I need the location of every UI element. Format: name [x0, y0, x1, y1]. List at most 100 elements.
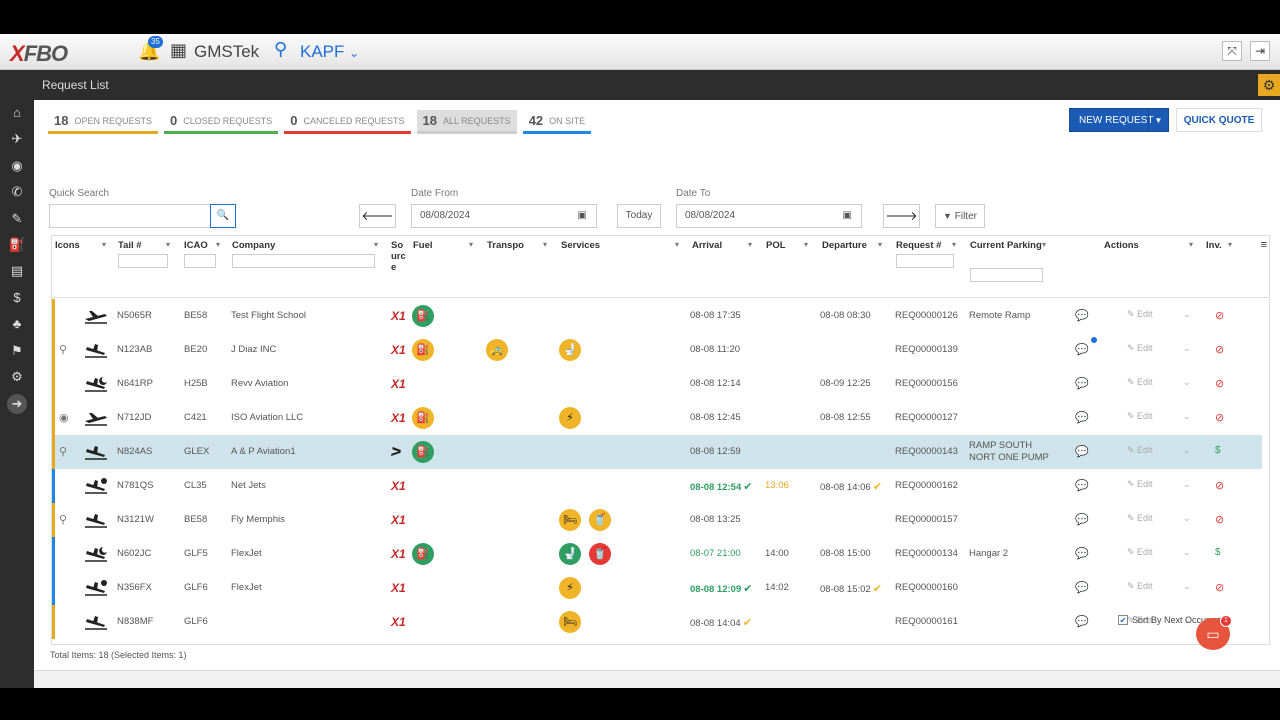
comment-icon[interactable]: 💬 [1075, 480, 1089, 492]
sort-arrow-icon[interactable]: ▾ [675, 240, 680, 249]
icao-filter-input[interactable] [184, 254, 216, 268]
sort-arrow-icon[interactable]: ▾ [543, 240, 548, 249]
logout-icon[interactable]: ⇥ [1250, 41, 1270, 61]
col-actions[interactable]: Actions ▾ [1104, 240, 1193, 251]
table-row[interactable]: N356FX GLF6 FlexJet X1 ⚡ 08-08 12:09 ✔ 14:02 08-… [52, 571, 1262, 605]
chevron-down-icon[interactable]: ⌄ [1183, 343, 1191, 353]
table-row[interactable]: ◉ N712JD C421 ISO Aviation LLC X1 ⛽ ⚡ 08-08 12:… [52, 401, 1262, 435]
table-row[interactable]: ⚲ N824AS GLEX A & P Aviation1 ᐳ ⛽ 08-08 12:59 R… [52, 435, 1262, 469]
no-invoice-icon[interactable]: ⊘ [1215, 412, 1225, 424]
edit-button[interactable]: ✎ Edit ⌄ [1127, 581, 1193, 592]
caret-down-icon[interactable]: ▼ [1148, 109, 1168, 131]
request-number[interactable]: REQ00000126 [895, 310, 958, 321]
comment-icon[interactable]: 💬 [1075, 412, 1089, 424]
fuel-icon[interactable]: ⛽ [412, 305, 434, 327]
gpu-service-icon[interactable]: ⚡ [559, 407, 581, 429]
column-menu-icon[interactable]: ≡ [1260, 239, 1267, 251]
tail-number[interactable]: N781QS [117, 480, 154, 491]
col-tail[interactable]: Tail # ▾ [118, 240, 170, 251]
fuel-icon[interactable]: ⛽ [412, 543, 434, 565]
sidebar-arrow-icon[interactable]: ➜ [7, 394, 27, 415]
chevron-down-icon[interactable]: ⌄ [1183, 547, 1191, 557]
lav-service-icon[interactable]: 🚽 [559, 543, 581, 565]
request-filter-input[interactable] [896, 254, 954, 268]
prev-date-button[interactable]: 🡐 [359, 204, 396, 228]
sidebar-plane-icon[interactable]: ✈ [11, 131, 23, 147]
invoice-dollar-icon[interactable]: $ [1215, 547, 1221, 558]
sort-arrow-icon[interactable]: ▾ [804, 240, 809, 249]
tail-number[interactable]: N3121W [117, 514, 154, 525]
sidebar-settings-icon[interactable]: ⚙ [11, 368, 23, 384]
request-number[interactable]: REQ00000139 [895, 344, 958, 355]
col-arrival[interactable]: Arrival ▾ [692, 240, 752, 251]
airport-selector[interactable]: KAPF ⌄ [300, 42, 359, 62]
invoice-dollar-icon[interactable]: $ [1215, 445, 1221, 456]
comment-icon[interactable]: 💬 [1075, 582, 1089, 594]
comment-icon[interactable]: 💬 [1075, 344, 1089, 356]
col-inv[interactable]: Inv. ▾ [1206, 240, 1232, 251]
tab-all-requests[interactable]: 18 All Requests [416, 110, 517, 134]
fuel-icon[interactable]: ⛽ [412, 441, 434, 463]
col-icao[interactable]: ICAO ▾ [184, 240, 220, 251]
table-row[interactable]: ⚲ N3121W BE58 Fly Memphis X1 🛏 🥤 08-08 13:25 REQ… [52, 503, 1262, 537]
company-name[interactable]: GMSTek [194, 42, 260, 61]
support-chat-icon[interactable]: ▭ 1 [1196, 615, 1232, 650]
sidebar-flag-icon[interactable]: ⚑ [11, 342, 23, 358]
tail-number[interactable]: N602JC [117, 548, 152, 559]
sort-arrow-icon[interactable]: ▾ [166, 240, 171, 249]
sidebar-dashboard-icon[interactable]: ◉ [11, 157, 23, 173]
sidebar-fuel-icon[interactable]: ⛽ [8, 236, 26, 252]
sort-arrow-icon[interactable]: ▾ [748, 240, 753, 249]
tail-number[interactable]: N356FX [117, 582, 152, 593]
no-invoice-icon[interactable]: ⊘ [1215, 310, 1225, 322]
request-number[interactable]: REQ00000161 [895, 616, 958, 627]
no-invoice-icon[interactable]: ⊘ [1215, 344, 1225, 356]
tail-number[interactable]: N712JD [117, 412, 152, 423]
edit-button[interactable]: ✎ Edit ⌄ [1127, 309, 1193, 320]
notification-bell-icon[interactable]: 🔔 35 [138, 36, 163, 61]
sort-arrow-icon[interactable]: ▾ [1189, 240, 1194, 249]
sort-by-next-occurrence[interactable]: ✔ Sort By Next Occurrence [1118, 615, 1232, 625]
catering-service-icon[interactable]: 🥤 [589, 509, 611, 531]
sidebar-dollar-icon[interactable]: $ [13, 289, 21, 305]
col-company[interactable]: Company ▾ [232, 240, 378, 251]
sort-arrow-icon[interactable]: ▾ [216, 240, 221, 249]
edit-button[interactable]: ✎ Edit ⌄ [1127, 513, 1193, 524]
request-number[interactable]: REQ00000143 [895, 446, 958, 457]
filter-button[interactable]: ▼ Filter [935, 204, 985, 228]
tab-on-site[interactable]: 42 On Site [522, 110, 592, 134]
gpu-service-icon[interactable]: ⚡ [559, 577, 581, 599]
table-row[interactable]: N838MF GLF6 X1 🛏 08-08 14:04 ✔ REQ00000161 💬 ✎ E… [52, 605, 1262, 639]
search-icon[interactable]: 🔍 [210, 204, 236, 228]
sidebar-phone-icon[interactable]: ✆ [11, 184, 23, 200]
fullscreen-icon[interactable]: ⤧ [1222, 41, 1242, 61]
app-logo[interactable]: XFBO [10, 41, 68, 67]
sidebar-book-icon[interactable]: ▤ [10, 263, 24, 279]
col-source[interactable]: So urc e [391, 240, 406, 273]
tail-number[interactable]: N5065R [117, 310, 152, 321]
sort-arrow-icon[interactable]: ▾ [952, 240, 957, 249]
map-pin-icon[interactable]: ◉ [59, 412, 69, 424]
chevron-down-icon[interactable]: ⌄ [1183, 309, 1191, 319]
sort-arrow-icon[interactable]: ▾ [469, 240, 474, 249]
request-number[interactable]: REQ00000160 [895, 582, 958, 593]
edit-button[interactable]: ✎ Edit ⌄ [1127, 411, 1193, 422]
date-from-input[interactable]: 08/08/2024 ▣ [411, 204, 597, 228]
fuel-icon[interactable]: ⛽ [412, 407, 434, 429]
sidebar-group-icon[interactable]: ♣ [12, 316, 22, 332]
table-row[interactable]: N5065R BE58 Test Flight School X1 ⛽ 08-08 17:… [52, 299, 1262, 333]
tail-number[interactable]: N838MF [117, 616, 154, 627]
request-number[interactable]: REQ00000162 [895, 480, 958, 491]
edit-button[interactable]: ✎ Edit ⌄ [1127, 445, 1193, 456]
edit-button[interactable]: ✎ Edit ⌄ [1127, 377, 1193, 388]
comment-icon[interactable]: 💬 [1075, 514, 1089, 526]
tail-number[interactable]: N641RP [117, 378, 153, 389]
chevron-down-icon[interactable]: ⌄ [1183, 411, 1191, 421]
hotel-service-icon[interactable]: 🛏 [559, 611, 581, 633]
next-date-button[interactable]: 🡒 [883, 204, 920, 228]
comment-icon[interactable]: 💬 [1075, 446, 1089, 458]
comment-icon[interactable]: 💬 [1075, 310, 1089, 322]
comment-icon[interactable]: 💬 [1075, 378, 1089, 390]
col-parking[interactable]: Current Parking ▾ [970, 240, 1046, 251]
comment-icon[interactable]: 💬 [1075, 616, 1089, 628]
